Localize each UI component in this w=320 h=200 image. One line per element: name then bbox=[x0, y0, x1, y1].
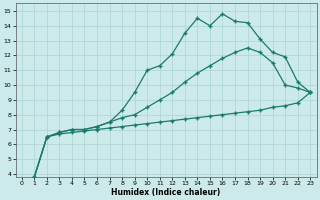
X-axis label: Humidex (Indice chaleur): Humidex (Indice chaleur) bbox=[111, 188, 221, 197]
